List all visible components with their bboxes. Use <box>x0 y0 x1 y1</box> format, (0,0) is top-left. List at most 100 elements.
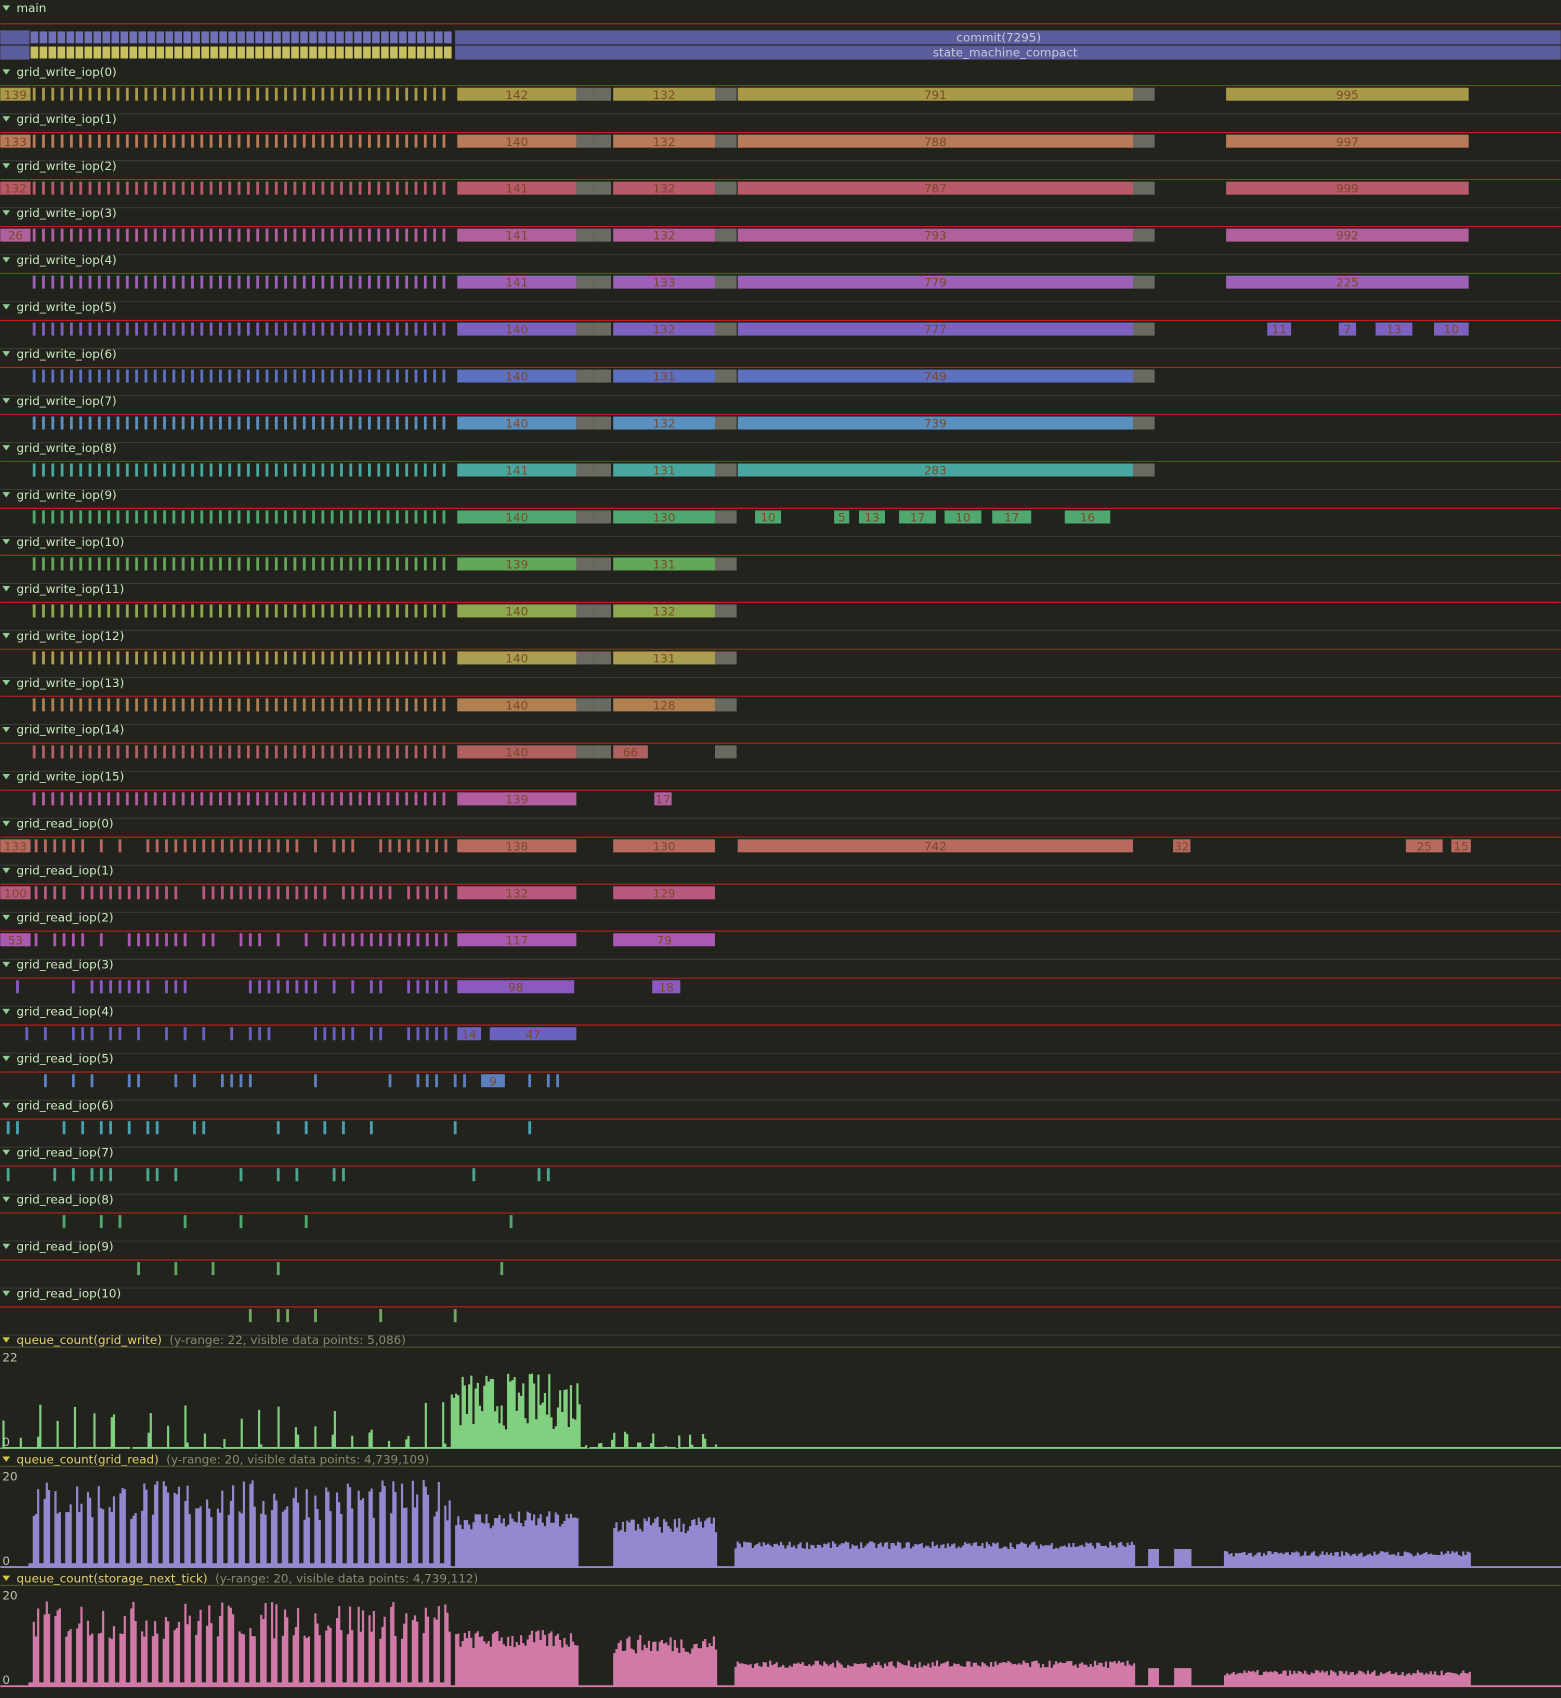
event-tick <box>265 604 269 618</box>
collapse-arrow[interactable] <box>2 1243 11 1250</box>
event-tick <box>127 1121 131 1135</box>
event-tick <box>90 886 94 900</box>
counter-name[interactable]: queue_count(grid_write) <box>17 1333 162 1347</box>
collapse-arrow[interactable] <box>2 1008 11 1015</box>
track-name[interactable]: grid_write_iop(15) <box>17 770 125 784</box>
collapse-arrow[interactable] <box>2 398 11 404</box>
track-name[interactable]: grid_write_iop(6) <box>17 347 117 361</box>
collapse-arrow[interactable] <box>2 820 11 827</box>
collapse-arrow[interactable] <box>2 492 11 498</box>
collapse-arrow[interactable] <box>2 539 11 545</box>
track-name[interactable]: grid_read_iop(0) <box>17 817 114 831</box>
event-tick <box>137 980 140 994</box>
slice <box>93 31 102 44</box>
event-tick <box>200 651 204 665</box>
slice-label: 140 <box>505 745 528 759</box>
collapse-arrow[interactable] <box>2 1196 11 1203</box>
collapse-arrow[interactable] <box>2 69 11 75</box>
track-name[interactable]: grid_write_iop(7) <box>17 394 117 408</box>
collapse-arrow[interactable] <box>2 1456 11 1462</box>
event-tick <box>377 416 381 430</box>
collapse-arrow[interactable] <box>2 867 11 874</box>
event-tick <box>137 933 140 947</box>
event-tick <box>416 886 420 900</box>
track-name[interactable]: grid_write_iop(1) <box>17 112 117 126</box>
counter-name[interactable]: queue_count(grid_read) <box>17 1452 159 1466</box>
track-name[interactable]: grid_write_iop(11) <box>17 582 125 596</box>
collapse-arrow[interactable] <box>2 304 11 310</box>
event-tick <box>71 933 75 947</box>
event-tick <box>125 181 129 195</box>
collapse-arrow[interactable] <box>2 633 11 639</box>
event-tick <box>237 463 241 477</box>
track-name[interactable]: grid_read_iop(9) <box>17 1239 114 1253</box>
slice <box>613 745 648 759</box>
slice <box>714 228 737 242</box>
track-name[interactable]: grid_read_iop(3) <box>17 958 114 972</box>
slice <box>737 134 1133 148</box>
event-tick <box>228 698 232 712</box>
event-tick <box>414 87 418 101</box>
slice <box>66 46 75 59</box>
track-name[interactable]: grid_read_iop(6) <box>17 1099 114 1113</box>
event-tick <box>407 980 411 994</box>
track-name[interactable]: grid_read_iop(2) <box>17 911 114 925</box>
event-tick <box>107 275 111 289</box>
collapse-arrow[interactable] <box>2 1575 11 1582</box>
slice <box>457 134 577 148</box>
collapse-arrow[interactable] <box>2 445 11 451</box>
collapse-arrow[interactable] <box>2 1102 11 1109</box>
track-name[interactable]: grid_read_iop(7) <box>17 1146 114 1160</box>
track-name[interactable]: grid_write_iop(3) <box>17 206 117 220</box>
event-tick <box>163 463 166 477</box>
collapse-arrow[interactable] <box>2 116 11 122</box>
collapse-arrow[interactable] <box>2 961 11 968</box>
collapse-arrow[interactable] <box>2 586 11 592</box>
track-name[interactable]: grid_write_iop(9) <box>17 488 117 502</box>
collapse-arrow[interactable] <box>2 1337 11 1343</box>
event-tick <box>405 228 409 242</box>
slice <box>613 463 715 477</box>
event-tick <box>116 87 120 101</box>
event-tick <box>116 463 120 477</box>
counter-name[interactable]: queue_count(storage_next_tick) <box>17 1571 208 1585</box>
track-name[interactable]: grid_read_iop(1) <box>17 864 114 878</box>
track-name[interactable]: main <box>17 1 47 15</box>
collapse-arrow[interactable] <box>2 210 11 216</box>
collapse-arrow[interactable] <box>2 914 11 921</box>
event-tick <box>163 275 166 289</box>
collapse-arrow[interactable] <box>2 680 11 686</box>
collapse-arrow[interactable] <box>2 351 11 357</box>
collapse-arrow[interactable] <box>2 5 11 11</box>
event-tick <box>442 322 446 336</box>
event-tick <box>312 181 315 195</box>
track-name[interactable]: grid_write_iop(5) <box>17 300 117 314</box>
track-name[interactable]: grid_read_iop(4) <box>17 1005 114 1019</box>
event-tick <box>42 604 45 618</box>
event-tick <box>293 698 297 712</box>
track-name[interactable]: grid_write_iop(10) <box>17 535 125 549</box>
track-name[interactable]: grid_write_iop(13) <box>17 676 125 690</box>
event-tick <box>209 322 213 336</box>
collapse-arrow[interactable] <box>2 773 11 780</box>
collapse-arrow[interactable] <box>2 1055 11 1062</box>
event-tick <box>97 792 101 806</box>
collapse-arrow[interactable] <box>2 726 11 733</box>
collapse-arrow[interactable] <box>2 257 11 263</box>
event-tick <box>191 698 194 712</box>
track-name[interactable]: grid_read_iop(10) <box>17 1286 122 1300</box>
track-name[interactable]: grid_write_iop(0) <box>17 65 117 79</box>
collapse-arrow[interactable] <box>2 1290 11 1297</box>
event-tick <box>62 1215 66 1229</box>
track-name[interactable]: grid_write_iop(4) <box>17 253 117 267</box>
track-name[interactable]: grid_write_iop(14) <box>17 723 125 737</box>
track-name[interactable]: grid_read_iop(8) <box>17 1192 114 1206</box>
collapse-arrow[interactable] <box>2 1149 11 1156</box>
track-name[interactable]: grid_write_iop(12) <box>17 629 125 643</box>
track-name[interactable]: grid_read_iop(5) <box>17 1052 114 1066</box>
track-name[interactable]: grid_write_iop(2) <box>17 159 117 173</box>
collapse-arrow[interactable] <box>2 163 11 169</box>
track-name[interactable]: grid_write_iop(8) <box>17 441 117 455</box>
event-tick <box>388 1074 392 1088</box>
slice <box>435 31 443 44</box>
